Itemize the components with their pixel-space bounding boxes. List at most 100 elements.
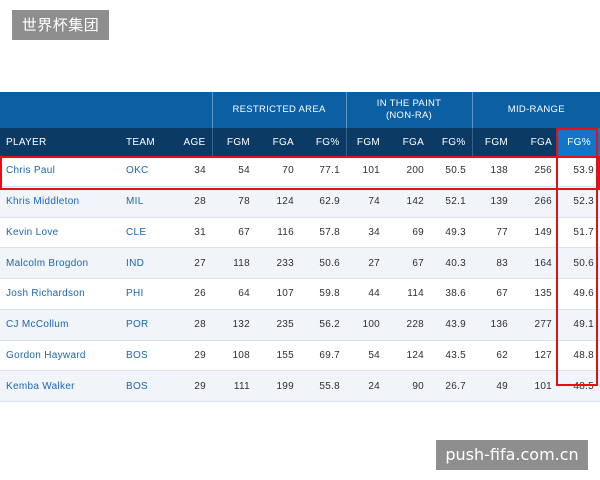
paint-fgm-cell: 27: [346, 247, 387, 279]
age-cell: 26: [176, 278, 213, 310]
table-row: CJ McCollum POR 28 132 235 56.2 100 228 …: [0, 309, 600, 341]
column-header-mid-fga[interactable]: FGA: [514, 128, 559, 156]
ra-fg-pct-cell: 62.9: [300, 186, 347, 218]
ra-fga-cell: 235: [256, 309, 301, 341]
ra-fga-cell: 233: [256, 247, 301, 279]
team-link[interactable]: OKC: [120, 156, 176, 187]
paint-fg-pct-cell: 40.3: [430, 247, 473, 279]
player-link[interactable]: Khris Middleton: [0, 186, 120, 218]
mid-fgm-cell: 83: [472, 247, 515, 279]
watermark-bottom-right: push-fifa.com.cn: [436, 440, 588, 470]
column-header-player[interactable]: PLAYER: [0, 128, 120, 156]
ra-fg-pct-cell: 55.8: [300, 370, 347, 402]
ra-fgm-cell: 132: [212, 309, 257, 341]
column-header-ra-fgm[interactable]: FGM: [211, 128, 257, 156]
paint-fg-pct-cell: 43.9: [430, 309, 473, 341]
paint-fgm-cell: 101: [346, 156, 387, 187]
player-link[interactable]: Josh Richardson: [0, 278, 120, 310]
ra-fga-cell: 124: [256, 186, 301, 218]
stats-table: RESTRICTED AREA IN THE PAINT (NON-RA) MI…: [0, 92, 600, 402]
ra-fgm-cell: 118: [212, 247, 257, 279]
paint-fga-cell: 69: [386, 217, 431, 249]
team-link[interactable]: PHI: [120, 278, 176, 310]
paint-fga-cell: 228: [386, 309, 431, 341]
ra-fga-cell: 70: [256, 156, 301, 187]
group-header-paint-line2: (NON-RA): [385, 110, 433, 121]
ra-fg-pct-cell: 56.2: [300, 309, 347, 341]
ra-fgm-cell: 108: [212, 340, 257, 372]
team-link[interactable]: CLE: [120, 217, 176, 249]
mid-fgm-cell: 138: [472, 156, 515, 187]
mid-fg-pct-cell: 48.8: [558, 340, 600, 372]
column-header-paint-fga[interactable]: FGA: [386, 128, 431, 156]
mid-fga-cell: 149: [514, 217, 559, 249]
team-link[interactable]: MIL: [120, 186, 176, 218]
column-header-mid-fg-pct[interactable]: FG%: [558, 128, 600, 156]
paint-fga-cell: 67: [386, 247, 431, 279]
mid-fgm-cell: 49: [472, 370, 515, 402]
team-link[interactable]: POR: [120, 309, 176, 341]
ra-fga-cell: 116: [256, 217, 301, 249]
table-row: Malcolm Brogdon IND 27 118 233 50.6 27 6…: [0, 247, 600, 279]
mid-fgm-cell: 139: [472, 186, 515, 218]
team-link[interactable]: BOS: [120, 340, 176, 372]
age-cell: 28: [176, 309, 213, 341]
group-header-in-the-paint: IN THE PAINT (NON-RA): [345, 92, 473, 128]
paint-fgm-cell: 54: [346, 340, 387, 372]
age-cell: 34: [176, 156, 213, 187]
paint-fga-cell: 114: [386, 278, 431, 310]
ra-fga-cell: 107: [256, 278, 301, 310]
ra-fgm-cell: 67: [212, 217, 257, 249]
mid-fga-cell: 101: [514, 370, 559, 402]
age-cell: 29: [176, 340, 213, 372]
column-header-paint-fgm[interactable]: FGM: [345, 128, 387, 156]
paint-fgm-cell: 74: [346, 186, 387, 218]
mid-fga-cell: 135: [514, 278, 559, 310]
mid-fg-pct-cell: 53.9: [558, 156, 600, 187]
ra-fg-pct-cell: 77.1: [300, 156, 347, 187]
column-header-age[interactable]: AGE: [176, 128, 213, 156]
player-link[interactable]: Kemba Walker: [0, 370, 120, 402]
mid-fg-pct-cell: 49.1: [558, 309, 600, 341]
age-cell: 31: [176, 217, 213, 249]
column-header-ra-fga[interactable]: FGA: [256, 128, 301, 156]
group-header-mid-range: MID-RANGE: [471, 92, 600, 128]
column-header-mid-fgm[interactable]: FGM: [471, 128, 515, 156]
ra-fga-cell: 155: [256, 340, 301, 372]
column-header-paint-fg-pct[interactable]: FG%: [430, 128, 473, 156]
table-body: Chris Paul OKC 34 54 70 77.1 101 200 50.…: [0, 156, 600, 402]
paint-fga-cell: 90: [386, 370, 431, 402]
column-header-row: PLAYER TEAM AGE FGM FGA FG% FGM FGA FG% …: [0, 128, 600, 156]
group-header-restricted-area: RESTRICTED AREA: [211, 92, 347, 128]
team-link[interactable]: IND: [120, 247, 176, 279]
table-row: Josh Richardson PHI 26 64 107 59.8 44 11…: [0, 278, 600, 310]
player-link[interactable]: Chris Paul: [0, 156, 120, 187]
column-header-team[interactable]: TEAM: [120, 128, 176, 156]
ra-fga-cell: 199: [256, 370, 301, 402]
player-link[interactable]: Kevin Love: [0, 217, 120, 249]
paint-fg-pct-cell: 26.7: [430, 370, 473, 402]
ra-fg-pct-cell: 59.8: [300, 278, 347, 310]
paint-fga-cell: 124: [386, 340, 431, 372]
ra-fgm-cell: 54: [212, 156, 257, 187]
paint-fg-pct-cell: 52.1: [430, 186, 473, 218]
team-link[interactable]: BOS: [120, 370, 176, 402]
mid-fg-pct-cell: 50.6: [558, 247, 600, 279]
ra-fgm-cell: 78: [212, 186, 257, 218]
player-link[interactable]: CJ McCollum: [0, 309, 120, 341]
column-header-ra-fg-pct[interactable]: FG%: [300, 128, 347, 156]
mid-fga-cell: 127: [514, 340, 559, 372]
table-row: Kevin Love CLE 31 67 116 57.8 34 69 49.3…: [0, 217, 600, 249]
mid-fga-cell: 277: [514, 309, 559, 341]
paint-fg-pct-cell: 38.6: [430, 278, 473, 310]
age-cell: 27: [176, 247, 213, 279]
paint-fgm-cell: 34: [346, 217, 387, 249]
paint-fga-cell: 200: [386, 156, 431, 187]
paint-fg-pct-cell: 43.5: [430, 340, 473, 372]
ra-fg-pct-cell: 57.8: [300, 217, 347, 249]
age-cell: 28: [176, 186, 213, 218]
player-link[interactable]: Gordon Hayward: [0, 340, 120, 372]
player-link[interactable]: Malcolm Brogdon: [0, 247, 120, 279]
table-row: Gordon Hayward BOS 29 108 155 69.7 54 12…: [0, 340, 600, 372]
ra-fgm-cell: 111: [212, 370, 257, 402]
